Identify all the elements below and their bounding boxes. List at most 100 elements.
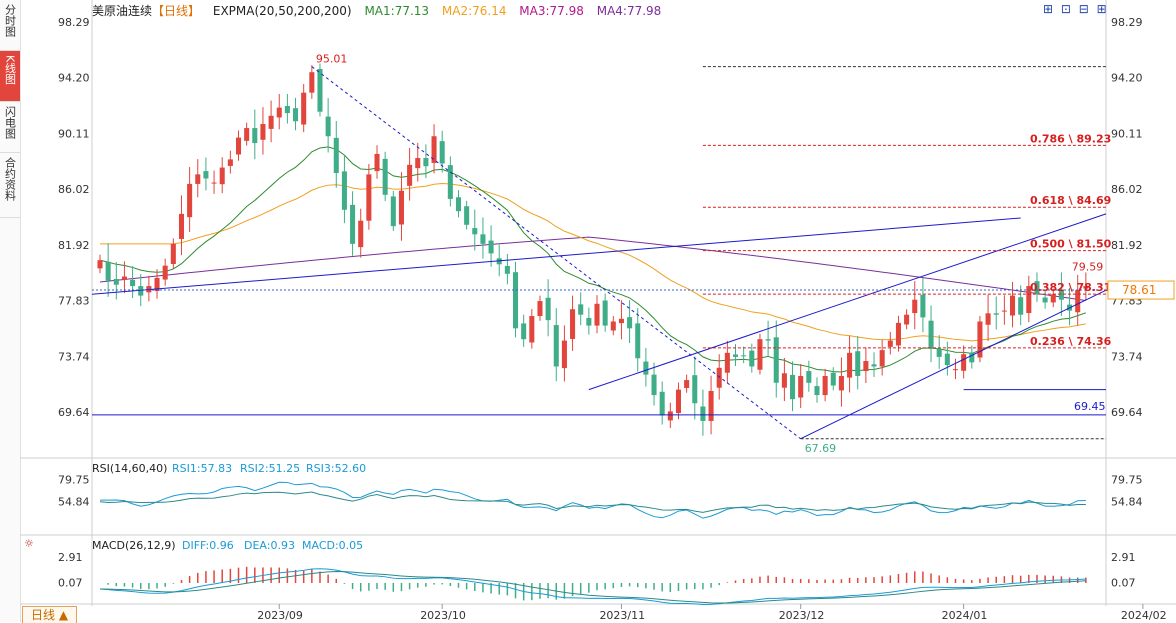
- period-selector[interactable]: 日线 ▲: [22, 606, 78, 623]
- candle: [227, 150, 233, 174]
- candle: [993, 296, 999, 330]
- candle: [121, 261, 127, 294]
- candle: [594, 295, 600, 334]
- candle: [284, 94, 290, 124]
- price-tick-right: 73.74: [1111, 350, 1143, 363]
- candle-body: [773, 337, 779, 383]
- candle-body: [985, 313, 991, 325]
- candle-body: [627, 317, 633, 329]
- candle: [447, 156, 453, 207]
- candle-body: [309, 72, 315, 93]
- chart-toolbar[interactable]: ⊞ ⊡ ⊟ ⊞: [1043, 2, 1109, 16]
- candle-body: [350, 204, 356, 244]
- candle-body: [268, 115, 274, 129]
- candle-body: [651, 374, 657, 396]
- tab-contract-info-label: 合约资料: [3, 157, 17, 201]
- candle-body: [1018, 297, 1024, 315]
- candle-body: [1075, 290, 1081, 313]
- candle-body: [675, 389, 682, 414]
- candle-body: [97, 260, 103, 269]
- candle: [1026, 275, 1032, 323]
- candle: [1018, 285, 1024, 326]
- candle: [390, 191, 396, 231]
- candle: [203, 157, 209, 191]
- candle: [879, 339, 885, 376]
- candle: [635, 308, 641, 372]
- candle: [170, 238, 176, 269]
- ma4-value: MA4:77.98: [596, 4, 662, 18]
- candle-body: [1050, 294, 1056, 303]
- candle-body: [333, 137, 339, 174]
- candle: [700, 389, 706, 436]
- period-selector-label: 日线 ▲: [31, 608, 69, 622]
- candle-body: [928, 320, 934, 349]
- symbol-name: 美原油连续: [92, 4, 153, 18]
- candle-body: [578, 304, 584, 315]
- price-tick-right: 98.29: [1111, 16, 1143, 29]
- candle-body: [545, 297, 551, 321]
- tab-flash[interactable]: 闪电图: [0, 102, 20, 153]
- candle-body: [1026, 286, 1032, 314]
- candle-body: [838, 375, 844, 391]
- toolbar-icons[interactable]: ⊞ ⊡ ⊟ ⊞: [1043, 2, 1109, 16]
- tab-kline[interactable]: K线图: [0, 51, 20, 102]
- candle-body: [1009, 295, 1016, 316]
- fib-level-label: 0.236 \ 74.36: [1030, 335, 1112, 348]
- candle: [504, 253, 510, 285]
- candle: [920, 277, 926, 333]
- candle: [268, 100, 274, 143]
- candle-body: [887, 340, 893, 347]
- candle-body: [439, 141, 445, 164]
- candle: [423, 144, 429, 179]
- candle-body: [814, 386, 820, 396]
- candle-body: [1034, 281, 1040, 295]
- date-label: 2024/01: [942, 609, 988, 622]
- rsi1-value: RSI1:57.83: [172, 462, 232, 475]
- tab-intraday[interactable]: 分时图: [0, 0, 20, 51]
- expma-label: EXPMA(20,50,200,200): [212, 4, 352, 18]
- candle: [708, 375, 714, 435]
- candle: [847, 335, 853, 393]
- candle: [806, 360, 812, 392]
- candle: [407, 147, 413, 201]
- tab-contract-info[interactable]: 合约资料: [0, 153, 20, 218]
- candle-body: [504, 265, 510, 274]
- candle-body: [358, 220, 364, 248]
- date-label: 2023/09: [257, 609, 303, 622]
- candle: [643, 347, 649, 387]
- candle-body: [790, 374, 796, 400]
- candle-body: [944, 353, 950, 366]
- candle-body: [512, 272, 519, 329]
- price-tick-right: 94.20: [1111, 72, 1143, 85]
- macd-dea-value: DEA:0.93: [244, 539, 295, 552]
- candle: [260, 107, 266, 155]
- candle: [765, 320, 771, 357]
- candle: [602, 293, 608, 332]
- candle: [488, 225, 494, 267]
- candle-body: [301, 92, 307, 125]
- candle-body: [741, 355, 747, 357]
- candle-body: [398, 190, 404, 225]
- candle: [97, 254, 103, 274]
- candle: [659, 381, 665, 425]
- lower-trend-line: [800, 289, 1107, 440]
- tab-intraday-label: 分时图: [3, 4, 17, 37]
- candle-body: [855, 351, 861, 376]
- macd-tick-left: 2.91: [58, 551, 83, 564]
- tab-flash-label: 闪电图: [3, 106, 17, 139]
- candle: [187, 167, 193, 232]
- candle-body: [366, 174, 372, 221]
- candle: [244, 122, 250, 146]
- price-tick-left: 90.11: [58, 127, 90, 140]
- candle: [961, 345, 967, 379]
- candle: [928, 305, 934, 363]
- candle: [431, 124, 437, 174]
- candle-body: [847, 352, 853, 378]
- rsi-tick-left: 79.75: [58, 474, 90, 487]
- candle: [178, 195, 185, 256]
- candle-body: [472, 228, 478, 235]
- candle-body: [570, 309, 576, 339]
- candle: [790, 361, 796, 412]
- price-tick-left: 81.92: [58, 239, 90, 252]
- period-label[interactable]: 【日线】: [152, 4, 201, 18]
